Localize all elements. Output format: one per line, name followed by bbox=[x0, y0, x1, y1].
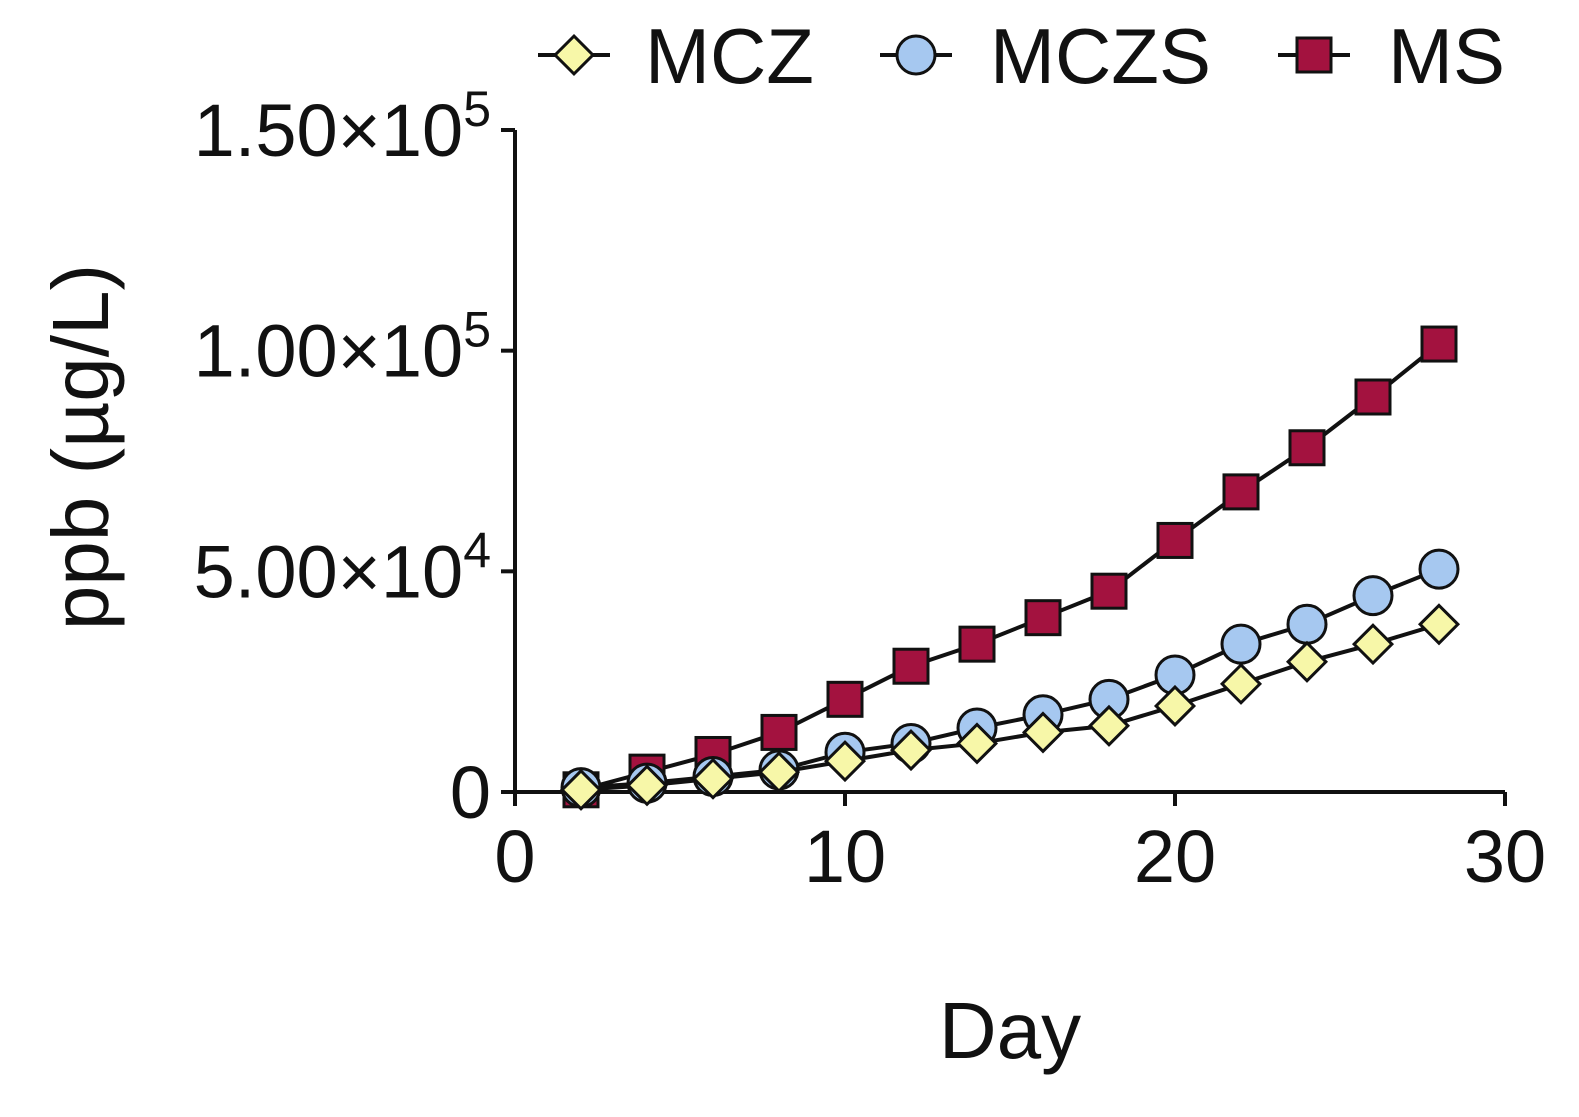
data-point-ms bbox=[760, 713, 798, 751]
y-axis-title: ppb (µg/L) bbox=[36, 264, 125, 630]
data-point-mcz bbox=[559, 768, 603, 811]
data-point-mcz bbox=[1285, 640, 1329, 683]
series-mczs bbox=[560, 548, 1460, 809]
legend-label: MCZS bbox=[990, 12, 1211, 100]
data-point-mcz bbox=[1219, 662, 1263, 705]
data-point-mcz bbox=[1153, 684, 1197, 727]
series-ms bbox=[562, 325, 1458, 809]
y-tick-label: 0 bbox=[450, 751, 491, 834]
legend-marker-mczs bbox=[895, 34, 937, 76]
data-point-mczs bbox=[1220, 623, 1262, 665]
data-point-ms bbox=[1222, 473, 1260, 511]
data-point-mcz bbox=[625, 764, 669, 807]
x-tick-label: 10 bbox=[804, 815, 886, 898]
legend-item-mczs: MCZS bbox=[880, 12, 1211, 100]
data-point-ms bbox=[1288, 429, 1326, 467]
legend-label: MS bbox=[1388, 12, 1505, 100]
data-point-mcz bbox=[1351, 623, 1395, 666]
legend-item-mcz: MCZ bbox=[538, 12, 814, 100]
x-tick-label: 30 bbox=[1464, 815, 1546, 898]
data-point-ms bbox=[958, 625, 996, 663]
y-tick-exponent: 5 bbox=[463, 302, 491, 358]
x-ticks: 0 10 20 30 bbox=[494, 792, 1546, 898]
data-point-ms bbox=[826, 680, 864, 718]
y-tick-label: 1.00×105 bbox=[194, 302, 491, 393]
data-point-ms bbox=[1090, 572, 1128, 610]
data-point-ms bbox=[1354, 378, 1392, 416]
y-tick-mantissa: 1.00×10 bbox=[194, 310, 464, 393]
data-point-ms bbox=[1420, 325, 1458, 363]
data-point-ms bbox=[1024, 599, 1062, 637]
legend-marker-ms bbox=[1295, 36, 1333, 74]
legend: MCZ MCZS MS bbox=[538, 12, 1505, 100]
legend-item-ms: MS bbox=[1278, 12, 1505, 100]
x-tick-label: 20 bbox=[1134, 815, 1216, 898]
data-point-mcz bbox=[1087, 704, 1131, 747]
data-point-mczs bbox=[1286, 603, 1328, 645]
data-point-mczs bbox=[1352, 575, 1394, 617]
data-point-mcz bbox=[1417, 603, 1461, 646]
y-tick-mantissa: 1.50×10 bbox=[194, 89, 464, 172]
legend-label: MCZ bbox=[645, 12, 814, 100]
data-point-mcz bbox=[823, 740, 867, 783]
data-point-ms bbox=[1156, 521, 1194, 559]
series-mcz bbox=[559, 603, 1461, 811]
y-tick-exponent: 5 bbox=[463, 81, 491, 137]
data-point-mcz bbox=[889, 729, 933, 772]
data-point-mcz bbox=[691, 757, 735, 800]
data-point-mcz bbox=[757, 751, 801, 794]
y-tick-exponent: 4 bbox=[463, 522, 491, 578]
data-point-ms bbox=[892, 647, 930, 685]
series-group bbox=[559, 325, 1461, 811]
y-tick-mantissa: 5.00×10 bbox=[194, 530, 464, 613]
legend-marker-mcz bbox=[552, 33, 596, 77]
data-point-mczs bbox=[1418, 548, 1460, 590]
y-tick-label: 5.00×104 bbox=[194, 522, 491, 613]
x-tick-label: 0 bbox=[494, 815, 535, 898]
data-point-mcz bbox=[955, 722, 999, 765]
axes bbox=[513, 130, 1505, 794]
x-axis-title: Day bbox=[939, 986, 1081, 1075]
y-tick-label: 1.50×105 bbox=[194, 81, 491, 172]
data-point-mcz bbox=[1021, 711, 1065, 754]
